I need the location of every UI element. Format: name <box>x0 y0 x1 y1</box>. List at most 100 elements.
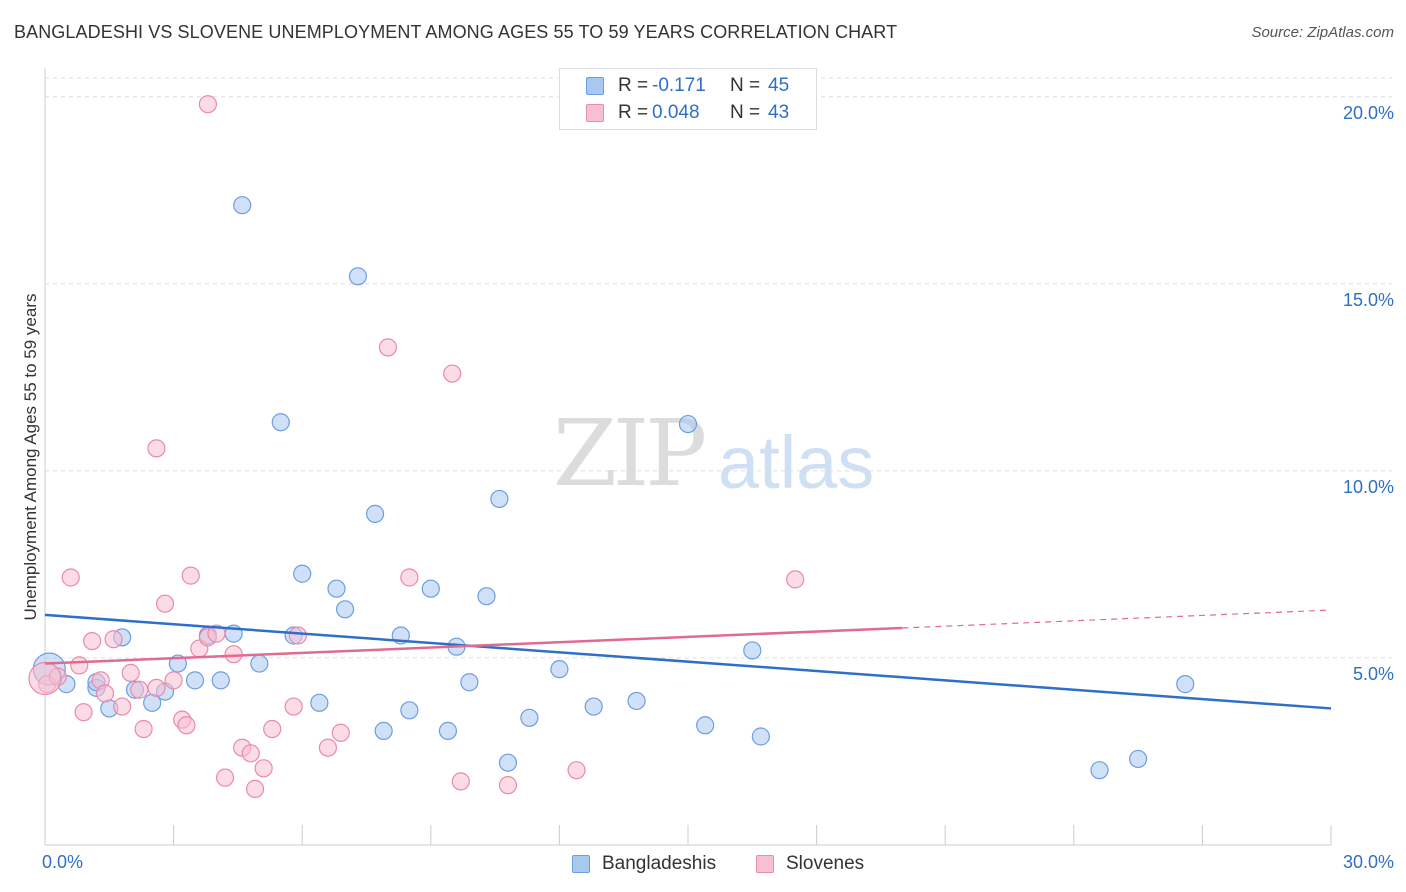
legend-r-value: 0.048 <box>652 102 700 123</box>
bangladeshi-point <box>627 691 646 711</box>
slovene-point <box>28 661 62 696</box>
slovene-point <box>241 744 260 763</box>
legend-r-value: -0.171 <box>652 75 706 96</box>
slovene-point <box>451 772 470 791</box>
bangladeshi-point <box>365 504 385 523</box>
legend-r-label: R = <box>618 102 649 123</box>
legend-n-value: 45 <box>768 75 790 96</box>
grid-layer <box>45 77 1392 659</box>
slovene-point <box>567 761 586 780</box>
slovene-point <box>207 624 226 643</box>
y-tick-label: 10.0% <box>1342 476 1394 497</box>
slovene-point <box>164 671 183 690</box>
bangladeshi-trend-line <box>44 613 1332 710</box>
bangladeshi-point <box>185 671 205 690</box>
slovene-point <box>245 779 265 798</box>
legend-n-label: N = <box>730 102 761 123</box>
bangladeshi-point <box>678 414 698 434</box>
slovene-point <box>378 338 398 357</box>
legend-swatch-slovenes <box>586 104 604 122</box>
slovene-point <box>198 95 217 114</box>
slovene-point <box>130 680 149 699</box>
bangladeshi-point <box>751 727 770 746</box>
slovene-point <box>74 703 93 722</box>
slovene-point <box>786 570 805 589</box>
bangladeshi-point <box>335 600 355 619</box>
slovene-point <box>224 645 243 664</box>
slovene-point <box>284 697 303 716</box>
bangladeshi-point <box>250 654 269 673</box>
slovene-point <box>215 768 235 787</box>
bangladeshi-point <box>1176 675 1195 694</box>
slovene-point <box>134 719 153 739</box>
bangladeshi-point <box>520 708 539 727</box>
slovene-point <box>177 716 196 735</box>
slovene-point <box>254 759 273 778</box>
slovene-point <box>121 663 140 682</box>
bangladeshi-point <box>477 587 496 606</box>
bangladeshi-point <box>1128 749 1148 769</box>
slovene-point <box>498 776 518 795</box>
chart-title: BANGLADESHI VS SLOVENE UNEMPLOYMENT AMON… <box>14 22 898 42</box>
trend-layer <box>44 609 1332 710</box>
legend-row-slovenes: R = 0.048 N = 43 <box>560 101 816 125</box>
slovene-trend-extension <box>902 609 1332 629</box>
bottom-legend-swatch <box>756 855 774 873</box>
bangladeshi-point <box>348 267 368 286</box>
slovene-point <box>70 656 89 675</box>
watermark-atlas: atlas <box>718 421 875 504</box>
slovene-point <box>147 678 166 697</box>
slovene-point <box>104 630 123 649</box>
axis-layer <box>44 68 1332 846</box>
bangladeshi-point <box>584 697 603 716</box>
bangladeshi-point <box>743 641 762 660</box>
chart-source: Source: ZipAtlas.com <box>1251 24 1394 41</box>
bottom-legend-swatch <box>572 855 590 873</box>
slovene-trend-line <box>44 626 903 665</box>
bangladeshi-point <box>374 721 393 740</box>
bangladeshi-point <box>421 579 440 598</box>
bangladeshi-point <box>271 413 290 432</box>
bangladeshi-point <box>211 671 230 690</box>
slovene-point <box>147 439 166 458</box>
legend-n-label: N = <box>730 75 761 96</box>
bangladeshi-point <box>293 564 312 583</box>
y-tick-label: 20.0% <box>1342 102 1394 123</box>
bangladeshi-point <box>1090 761 1109 780</box>
legend-r-label: R = <box>618 75 649 96</box>
bangladeshi-point <box>233 196 252 215</box>
bangladeshi-point <box>550 660 569 679</box>
slovene-point <box>83 631 102 651</box>
bottom-legend-label: Bangladeshis <box>602 853 717 874</box>
legend-swatch-bangladeshis <box>586 77 604 95</box>
y-tick-label: 5.0% <box>1352 663 1394 684</box>
slovene-point <box>113 697 132 716</box>
slovene-point <box>95 684 115 703</box>
bangladeshi-point <box>310 693 329 712</box>
bangladeshi-point <box>327 579 346 598</box>
points-layer <box>28 95 1195 798</box>
bangladeshi-point <box>490 489 509 509</box>
bangladeshi-point <box>438 721 458 740</box>
slovene-point <box>263 719 282 739</box>
legend-n-value: 43 <box>768 102 790 123</box>
bottom-legend-label: Slovenes <box>786 853 865 874</box>
slovene-point <box>288 626 308 645</box>
slovene-point <box>155 594 175 613</box>
slovene-point <box>331 723 350 742</box>
bangladeshi-point <box>696 716 715 735</box>
slovene-point <box>61 568 80 587</box>
bangladeshi-point <box>460 673 479 692</box>
slovene-point <box>318 738 338 757</box>
slovene-point <box>400 568 419 587</box>
bangladeshi-point <box>400 701 419 720</box>
correlation-legend: R = -0.171 N = 45 R = 0.048 N = 43 <box>559 68 817 130</box>
x-tick-label-max: 30.0% <box>1342 852 1394 872</box>
slovene-point <box>443 364 462 383</box>
legend-row-bangladeshis: R = -0.171 N = 45 <box>560 74 816 98</box>
y-axis-title: Unemployment Among Ages 55 to 59 years <box>21 293 40 621</box>
bangladeshi-point <box>498 753 518 772</box>
x-tick-label-min: 0.0% <box>42 852 84 872</box>
